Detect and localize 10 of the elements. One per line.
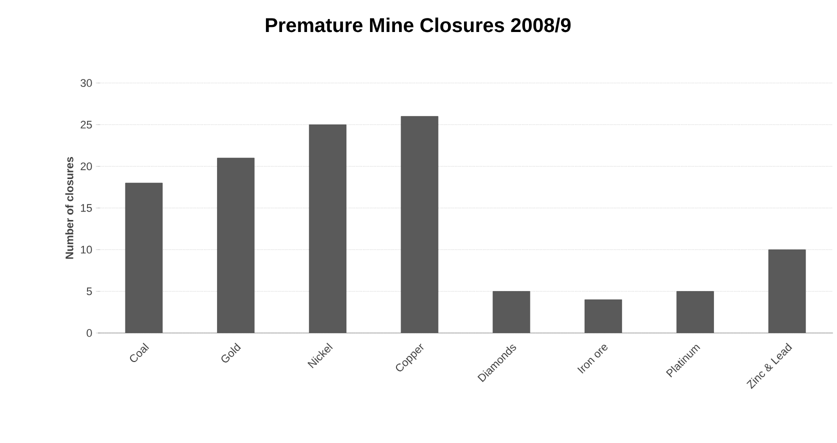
y-tick-label: 30 bbox=[80, 79, 92, 87]
y-tick-label: 5 bbox=[86, 288, 92, 296]
y-tick-label: 25 bbox=[80, 120, 92, 129]
y-axis-title: Number of closures bbox=[65, 157, 74, 259]
y-tick-label: 20 bbox=[80, 162, 92, 170]
chart-title: Premature Mine Closures 2008/9 bbox=[266, 18, 571, 32]
y-tick-label: 15 bbox=[80, 204, 92, 212]
y-tick-label: 10 bbox=[80, 246, 92, 254]
y-tick-label: 0 bbox=[86, 329, 92, 337]
x-tick-label: Iron ore bbox=[577, 344, 608, 374]
